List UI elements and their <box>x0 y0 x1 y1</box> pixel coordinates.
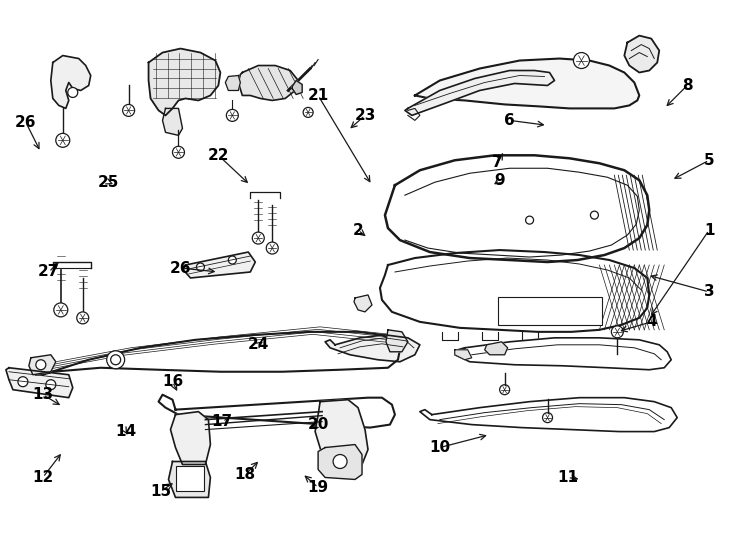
Bar <box>176 467 205 491</box>
Circle shape <box>573 52 589 69</box>
Polygon shape <box>315 400 368 468</box>
Circle shape <box>172 146 184 158</box>
Text: 21: 21 <box>308 88 329 103</box>
Text: 12: 12 <box>32 470 54 485</box>
Polygon shape <box>318 444 362 480</box>
Text: 19: 19 <box>308 480 329 495</box>
Text: 17: 17 <box>212 414 233 429</box>
Circle shape <box>46 380 56 390</box>
Circle shape <box>123 104 134 117</box>
Polygon shape <box>148 49 220 116</box>
Text: 3: 3 <box>704 285 714 300</box>
Text: 10: 10 <box>429 440 451 455</box>
Polygon shape <box>184 252 255 278</box>
Circle shape <box>77 312 89 324</box>
Circle shape <box>228 256 236 264</box>
Circle shape <box>226 110 239 122</box>
Polygon shape <box>455 350 472 360</box>
Text: 15: 15 <box>150 484 171 499</box>
Text: 4: 4 <box>646 314 657 329</box>
Polygon shape <box>385 156 650 262</box>
Polygon shape <box>625 36 659 72</box>
Polygon shape <box>159 395 395 428</box>
Circle shape <box>542 413 553 423</box>
Text: 27: 27 <box>38 265 59 280</box>
Polygon shape <box>31 332 400 375</box>
Polygon shape <box>415 58 639 109</box>
Text: 9: 9 <box>494 173 505 188</box>
Bar <box>498 297 603 325</box>
Text: 1: 1 <box>704 222 714 238</box>
Text: 11: 11 <box>557 470 578 485</box>
Circle shape <box>18 377 28 387</box>
Text: 6: 6 <box>504 113 515 128</box>
Polygon shape <box>51 56 91 109</box>
Circle shape <box>111 355 120 365</box>
Polygon shape <box>162 109 183 136</box>
Polygon shape <box>354 295 372 312</box>
Text: 25: 25 <box>98 175 120 190</box>
Polygon shape <box>455 338 671 370</box>
Circle shape <box>526 216 534 224</box>
Circle shape <box>252 232 264 244</box>
Polygon shape <box>380 250 650 332</box>
Polygon shape <box>325 335 420 362</box>
Circle shape <box>333 455 347 469</box>
Polygon shape <box>386 330 408 352</box>
Polygon shape <box>420 397 677 431</box>
Circle shape <box>56 133 70 147</box>
Circle shape <box>36 360 46 370</box>
Text: 2: 2 <box>352 222 363 238</box>
Circle shape <box>590 211 598 219</box>
Polygon shape <box>29 355 56 375</box>
Text: 18: 18 <box>235 467 256 482</box>
Text: 23: 23 <box>355 108 376 123</box>
Circle shape <box>68 87 78 97</box>
Text: 16: 16 <box>162 374 183 389</box>
Circle shape <box>54 303 68 317</box>
Text: 13: 13 <box>32 387 54 402</box>
Polygon shape <box>484 342 508 355</box>
Text: 8: 8 <box>682 78 692 93</box>
Circle shape <box>266 242 278 254</box>
Text: 5: 5 <box>704 153 714 168</box>
Circle shape <box>611 326 623 338</box>
Polygon shape <box>169 462 211 497</box>
Polygon shape <box>6 368 73 397</box>
Text: 26: 26 <box>170 260 192 275</box>
Text: 14: 14 <box>115 424 137 439</box>
Text: 26: 26 <box>15 115 37 130</box>
Circle shape <box>106 351 125 369</box>
Polygon shape <box>239 65 298 100</box>
Circle shape <box>500 384 509 395</box>
Circle shape <box>197 263 205 271</box>
Polygon shape <box>225 76 240 91</box>
Polygon shape <box>405 71 554 116</box>
Polygon shape <box>170 411 211 464</box>
Polygon shape <box>292 80 302 94</box>
Text: 24: 24 <box>247 338 269 352</box>
Text: 7: 7 <box>493 155 503 170</box>
Circle shape <box>303 107 313 117</box>
Text: 20: 20 <box>308 417 329 432</box>
Text: 22: 22 <box>208 148 229 163</box>
